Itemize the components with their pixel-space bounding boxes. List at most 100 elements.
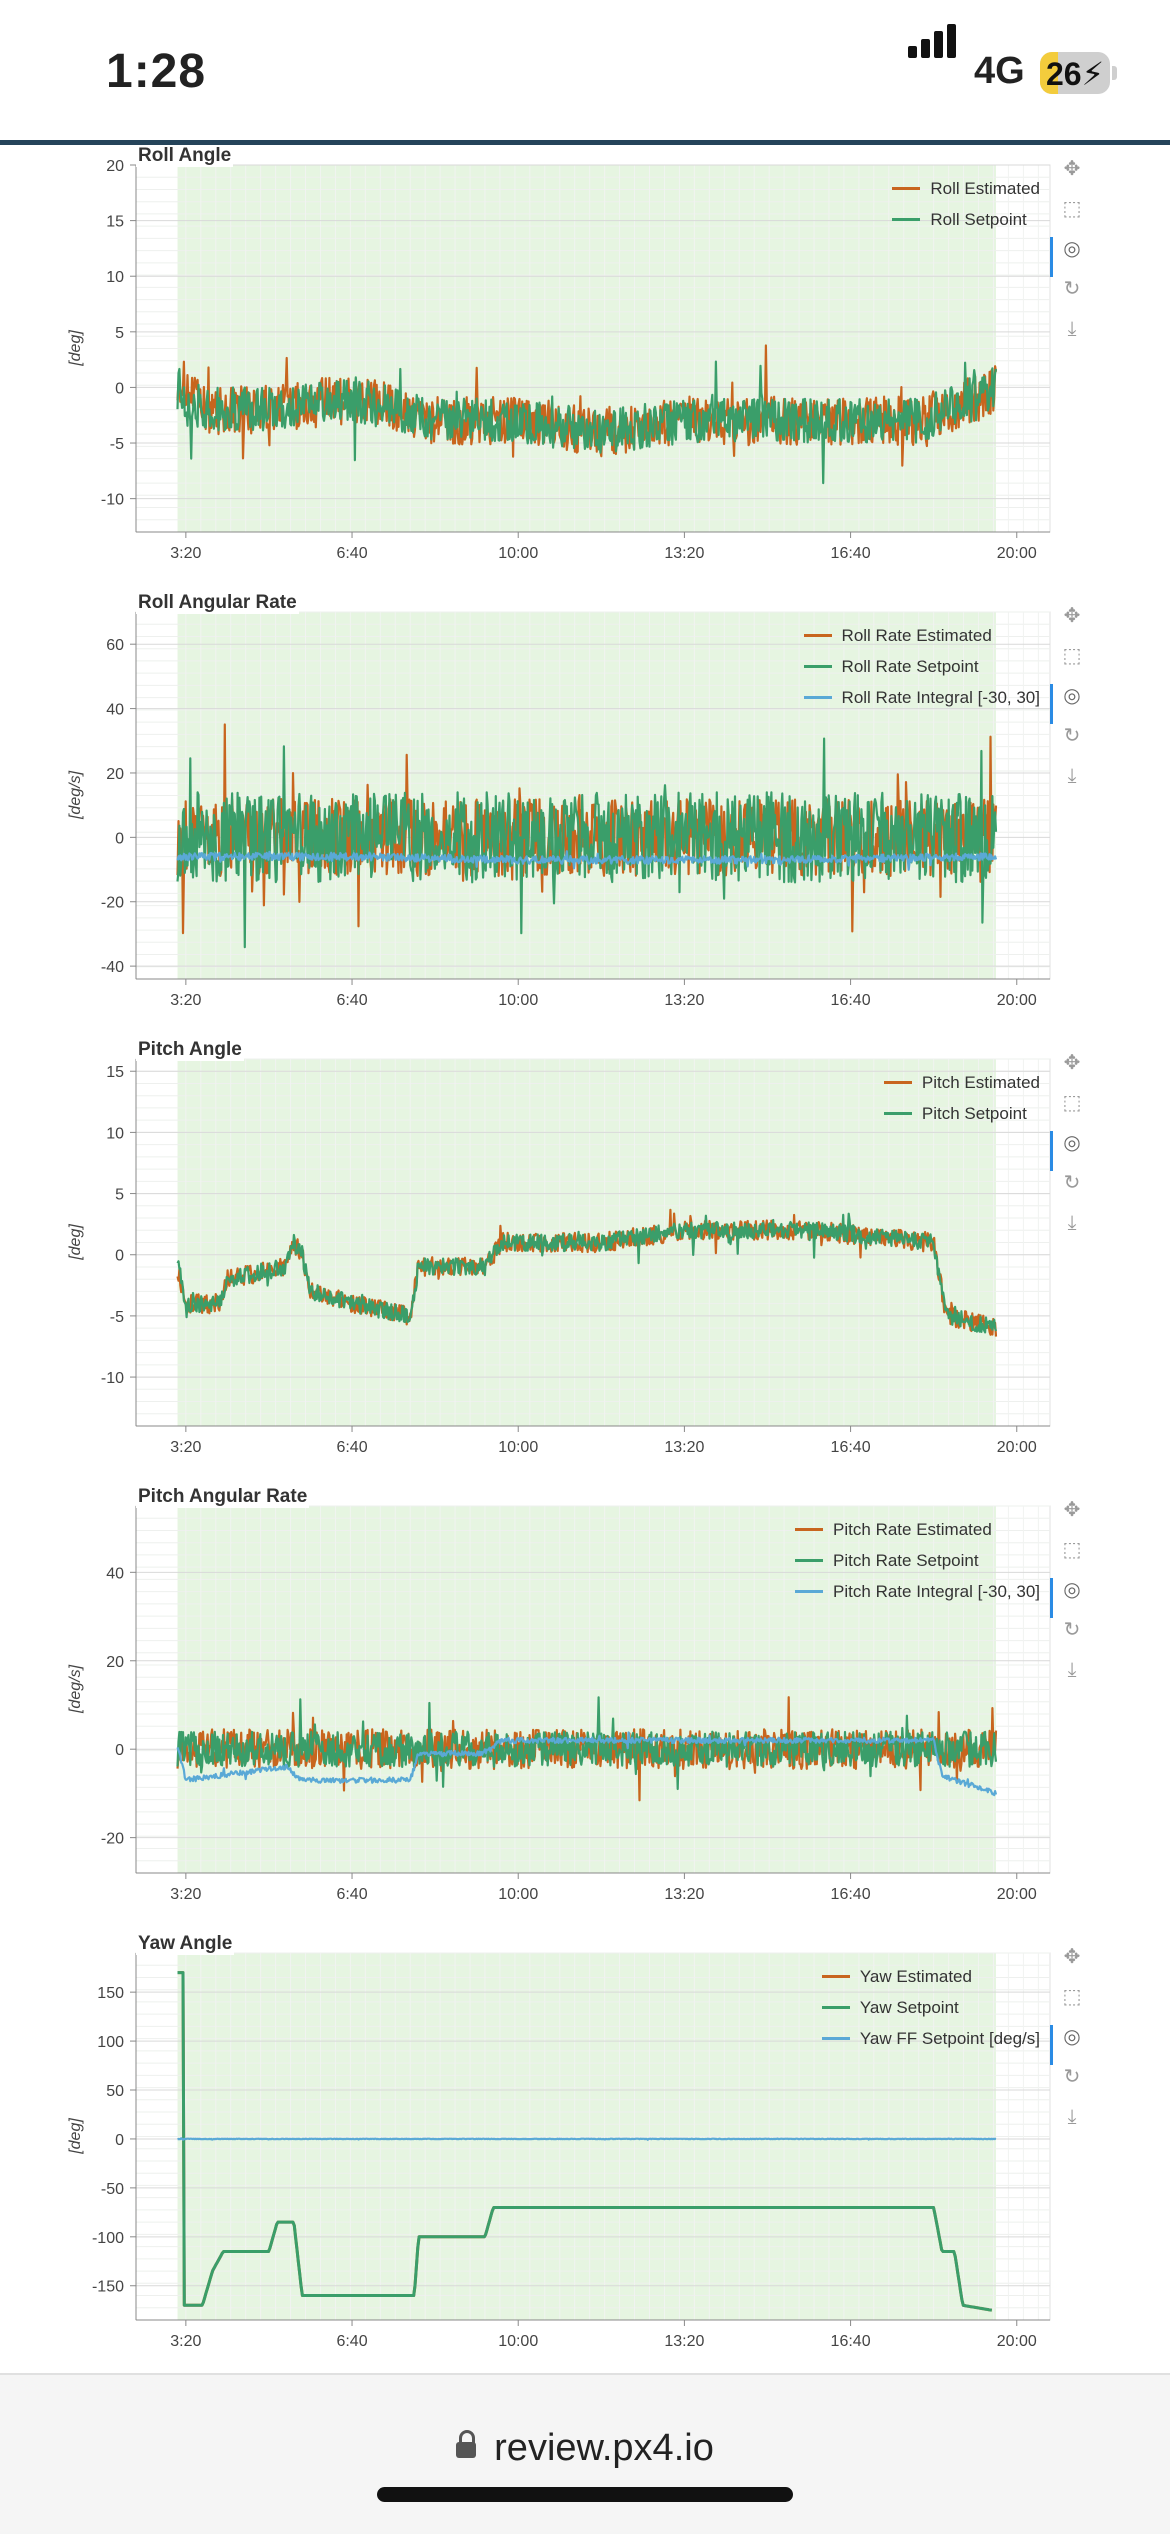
legend-item[interactable]: Yaw FF Setpoint [deg/s] — [821, 2023, 1040, 2054]
x-tick-label: 3:20 — [170, 545, 201, 562]
save-icon[interactable]: ⤓ — [1067, 2106, 1077, 2128]
y-tick-label: 5 — [115, 1187, 124, 1204]
active-tool-indicator — [1050, 1131, 1053, 1171]
legend-swatch — [883, 1081, 912, 1084]
chart-legend[interactable]: Yaw Estimated Yaw Setpoint Yaw FF Setpoint… — [821, 1961, 1040, 2054]
legend-item[interactable]: Yaw Estimated — [821, 1961, 1040, 1992]
save-icon[interactable]: ⤓ — [1067, 318, 1077, 340]
plots-area[interactable]: -10 -5 0 5 10 15 20 3:20 6:40 10:00 13:20 16:40 20:0… — [0, 145, 1170, 2373]
pan-icon[interactable]: ✥ — [1063, 158, 1081, 180]
chart-title: Roll Angular Rate — [136, 592, 299, 614]
reset-icon[interactable]: ↻ — [1063, 2066, 1081, 2088]
y-tick-label: 15 — [106, 214, 124, 231]
save-icon[interactable]: ⤓ — [1067, 1659, 1077, 1681]
chart-5[interactable]: -150 -100 -50 0 50 100 150 3:20 6:40 10:00 13:20 16… — [0, 1933, 1170, 2380]
reset-icon[interactable]: ↻ — [1063, 278, 1081, 300]
chart-svg[interactable]: -150 -100 -50 0 50 100 150 3:20 6:40 10:00 13:20 16… — [0, 1933, 1170, 2380]
legend-item[interactable]: Roll Rate Setpoint — [803, 651, 1040, 682]
chart-4[interactable]: -20 0 20 40 3:20 6:40 10:00 13:20 16:40 20:00 Pitc… — [0, 1486, 1170, 1933]
wheel-zoom-icon[interactable]: ◎ — [1063, 1132, 1081, 1154]
y-tick-label: 0 — [115, 830, 124, 847]
x-tick-label: 20:00 — [997, 2333, 1037, 2350]
x-tick-label: 3:20 — [170, 1439, 201, 1456]
chart-legend[interactable]: Roll Rate Estimated Roll Rate Setpoint Rol… — [803, 620, 1040, 713]
chart-toolbar: ✥ ⬚ ◎ ↻ ⤓ — [1058, 155, 1088, 355]
legend-label: Pitch Rate Estimated — [833, 1519, 992, 1539]
chart-svg[interactable]: -10 -5 0 5 10 15 3:20 6:40 10:00 13:20 16:40 20:00 — [0, 1039, 1170, 1486]
y-tick-label: 10 — [106, 269, 124, 286]
legend-item[interactable]: Pitch Rate Estimated — [795, 1514, 1040, 1545]
chart-legend[interactable]: Roll Estimated Roll Setpoint — [892, 173, 1040, 235]
legend-item[interactable]: Pitch Estimated — [883, 1067, 1040, 1098]
x-tick-label: 13:20 — [664, 2333, 704, 2350]
chart-1[interactable]: -10 -5 0 5 10 15 20 3:20 6:40 10:00 13:20 16:40 20:0… — [0, 145, 1170, 592]
box-zoom-icon[interactable]: ⬚ — [1062, 645, 1082, 667]
y-tick-label: 0 — [115, 1742, 124, 1759]
chart-title: Roll Angle — [136, 145, 234, 167]
y-tick-label: -20 — [101, 895, 124, 912]
wheel-zoom-icon[interactable]: ◎ — [1063, 238, 1081, 260]
legend-item[interactable]: Pitch Rate Integral [-30, 30] — [795, 1576, 1040, 1607]
reset-icon[interactable]: ↻ — [1063, 725, 1081, 747]
x-tick-label: 6:40 — [336, 992, 367, 1009]
legend-swatch — [821, 1975, 850, 1978]
wheel-zoom-icon[interactable]: ◎ — [1063, 685, 1081, 707]
x-tick-label: 16:40 — [831, 1886, 871, 1903]
y-tick-label: -5 — [110, 436, 124, 453]
chart-svg[interactable]: -10 -5 0 5 10 15 20 3:20 6:40 10:00 13:20 16:40 20:0… — [0, 145, 1170, 592]
pan-icon[interactable]: ✥ — [1063, 1499, 1081, 1521]
box-zoom-icon[interactable]: ⬚ — [1062, 1539, 1082, 1561]
box-zoom-icon[interactable]: ⬚ — [1062, 198, 1082, 220]
x-tick-label: 13:20 — [664, 1886, 704, 1903]
save-icon[interactable]: ⤓ — [1067, 1212, 1077, 1234]
chart-legend[interactable]: Pitch Estimated Pitch Setpoint — [883, 1067, 1040, 1129]
legend-swatch — [795, 1559, 824, 1562]
legend-swatch — [795, 1528, 824, 1531]
y-tick-label: 20 — [106, 1654, 124, 1671]
active-tool-indicator — [1050, 237, 1053, 277]
status-time: 1:28 — [106, 45, 207, 98]
x-tick-label: 3:20 — [170, 992, 201, 1009]
top-divider — [0, 140, 1170, 145]
legend-swatch — [883, 1112, 912, 1115]
pan-icon[interactable]: ✥ — [1063, 1946, 1081, 1968]
legend-item[interactable]: Roll Setpoint — [892, 204, 1040, 235]
pan-icon[interactable]: ✥ — [1063, 605, 1081, 627]
network-type: 4G — [974, 50, 1025, 92]
legend-swatch — [803, 696, 832, 699]
x-tick-label: 6:40 — [336, 2333, 367, 2350]
url-text[interactable]: review.px4.io — [494, 2427, 714, 2469]
wheel-zoom-icon[interactable]: ◎ — [1063, 2026, 1081, 2048]
legend-item[interactable]: Roll Estimated — [892, 173, 1040, 204]
y-tick-label: 20 — [106, 158, 124, 175]
legend-item[interactable]: Roll Rate Estimated — [803, 620, 1040, 651]
box-zoom-icon[interactable]: ⬚ — [1062, 1986, 1082, 2008]
y-tick-label: 10 — [106, 1125, 124, 1142]
wheel-zoom-icon[interactable]: ◎ — [1063, 1579, 1081, 1601]
legend-item[interactable]: Pitch Rate Setpoint — [795, 1545, 1040, 1576]
chart-legend[interactable]: Pitch Rate Estimated Pitch Rate Setpoint P… — [795, 1514, 1040, 1607]
legend-label: Yaw Setpoint — [859, 1997, 959, 2017]
x-tick-label: 6:40 — [336, 1439, 367, 1456]
pan-icon[interactable]: ✥ — [1063, 1052, 1081, 1074]
chart-3[interactable]: -10 -5 0 5 10 15 3:20 6:40 10:00 13:20 16:40 20:00 P… — [0, 1039, 1170, 1486]
box-zoom-icon[interactable]: ⬚ — [1062, 1092, 1082, 1114]
reset-icon[interactable]: ↻ — [1063, 1619, 1081, 1641]
browser-address-bar[interactable]: review.px4.io — [0, 2373, 1170, 2534]
legend-label: Yaw Estimated — [859, 1966, 972, 1986]
reset-icon[interactable]: ↻ — [1063, 1172, 1081, 1194]
save-icon[interactable]: ⤓ — [1067, 765, 1077, 787]
y-tick-label: -150 — [92, 2279, 124, 2296]
chart-svg[interactable]: -20 0 20 40 3:20 6:40 10:00 13:20 16:40 20:00 — [0, 1486, 1170, 1933]
chart-svg[interactable]: -40 -20 0 20 40 60 3:20 6:40 10:00 13:20 16:40 20:0… — [0, 592, 1170, 1039]
legend-item[interactable]: Yaw Setpoint — [821, 1992, 1040, 2023]
legend-swatch — [803, 634, 832, 637]
y-tick-label: 0 — [115, 380, 124, 397]
chart-2[interactable]: -40 -20 0 20 40 60 3:20 6:40 10:00 13:20 16:40 20:0… — [0, 592, 1170, 1039]
legend-label: Roll Estimated — [930, 178, 1040, 198]
legend-item[interactable]: Roll Rate Integral [-30, 30] — [803, 682, 1040, 713]
home-indicator[interactable] — [377, 2487, 793, 2502]
x-tick-label: 10:00 — [498, 1439, 538, 1456]
y-tick-label: 0 — [115, 1248, 124, 1265]
legend-item[interactable]: Pitch Setpoint — [883, 1098, 1040, 1129]
